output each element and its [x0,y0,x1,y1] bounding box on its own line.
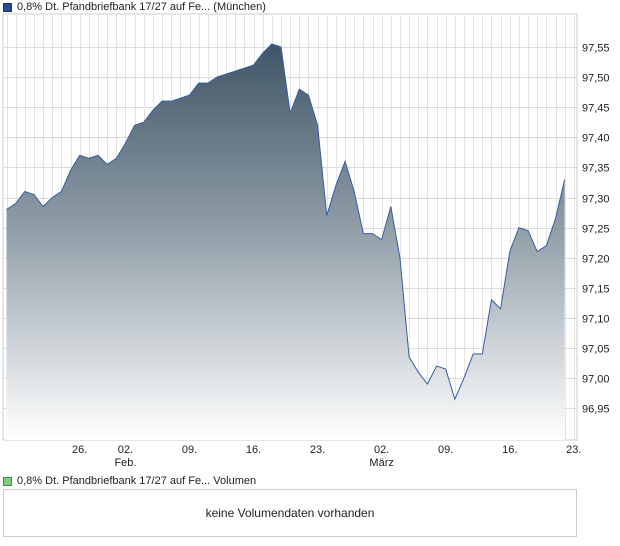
x-month-label: Feb. [114,457,136,469]
y-tick-label: 97,35 [582,163,610,175]
price-legend-label: 0,8% Dt. Pfandbriefbank 17/27 auf Fe... … [17,1,266,13]
x-tick-label: 09. [182,444,197,456]
price-legend: 0,8% Dt. Pfandbriefbank 17/27 auf Fe... … [3,0,266,14]
volume-legend-label: 0,8% Dt. Pfandbriefbank 17/27 auf Fe... … [17,475,257,487]
x-tick-label: 09. [438,444,453,456]
volume-empty-message: keine Volumendaten vorhanden [205,506,375,520]
y-axis-labels: 97,55 97,50 97,45 97,40 97,35 97,30 97,25 97,20… [582,43,610,416]
y-tick-label: 97,15 [582,284,610,296]
x-tick-label: 26. [72,444,87,456]
x-tick-label: 16. [246,444,261,456]
x-axis-labels: 26.02.Feb.09.16.23.02.März09.16.23.01.Ap… [72,444,581,469]
y-tick-label: 97,55 [582,43,610,55]
x-tick-label: 23. [566,444,581,456]
price-line [6,43,566,401]
y-tick-label: 97,40 [582,133,610,145]
price-chart: 97,55 97,50 97,45 97,40 97,35 97,30 97,25 97,20… [2,13,610,469]
volume-legend-swatch [3,476,12,486]
y-tick-label: 97,10 [582,314,610,326]
y-tick-label: 97,50 [582,73,610,85]
volume-legend: 0,8% Dt. Pfandbriefbank 17/27 auf Fe... … [3,474,256,488]
y-tick-label: 97,00 [582,374,610,386]
y-tick-label: 97,25 [582,224,610,236]
price-area [6,43,565,441]
y-tick-label: 97,05 [582,344,610,356]
x-month-label: März [369,457,393,469]
x-tick-label: 16. [502,444,517,456]
x-tick-label: 02. [374,444,389,456]
volume-panel: keine Volumendaten vorhanden [3,489,577,537]
y-tick-label: 97,45 [582,103,610,115]
y-tick-label: 96,95 [582,404,610,416]
x-tick-label: 02. [118,444,133,456]
price-legend-swatch [3,2,12,12]
x-tick-label: 23. [310,444,325,456]
y-tick-label: 97,20 [582,254,610,266]
y-tick-label: 97,30 [582,194,610,206]
